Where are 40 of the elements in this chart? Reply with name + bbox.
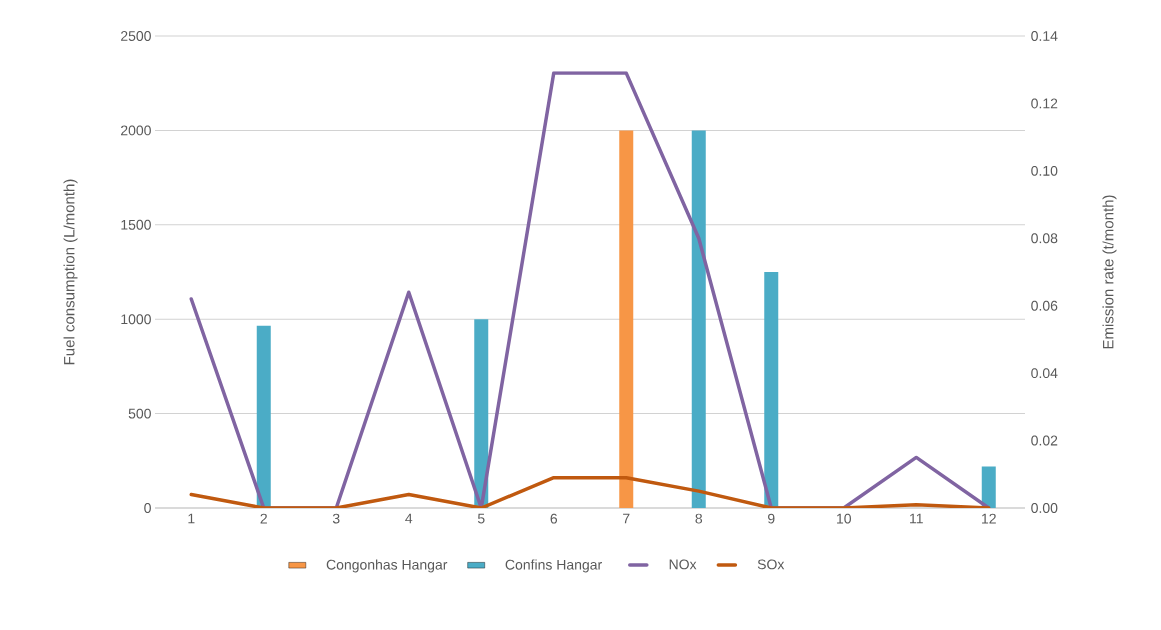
x-tick-label: 6 [550,513,558,524]
x-tick-label: 7 [623,513,630,524]
legend-label: Confins Hangar [505,559,602,573]
y2-tick-label: 0.08 [1031,233,1058,244]
line-series [189,71,991,508]
y-tick-label: 1000 [121,314,151,325]
bar [764,272,779,508]
y-tick-label: 2500 [121,31,151,41]
y2-tick-label: 0.04 [1031,368,1058,379]
x-tick-label: 9 [768,513,775,524]
x-tick-label: 4 [405,513,413,524]
x-tick-label: 8 [695,513,703,524]
y-tick-label: 0 [144,503,151,513]
x-tick-label: 11 [910,513,923,524]
line-series [189,475,991,508]
bar [474,319,489,508]
y-tick-label: 1500 [121,219,151,230]
y-axis-title: Fuel consumption (L/month) [63,179,78,365]
y2-tick-label: 0.14 [1031,31,1058,41]
y-tick-label: 2000 [121,125,151,136]
x-tick-label: 10 [837,513,851,524]
y2-axis-title: Emission rate (t/month) [1102,195,1117,349]
x-tick-label: 5 [477,513,485,524]
y2-tick-label: 0.06 [1031,300,1058,311]
bar [691,130,706,508]
legend-label: SOx [757,559,785,570]
x-tick-label: 12 [982,513,996,524]
bar [981,466,996,508]
x-tick-label: 2 [260,513,267,524]
y2-tick-label: 0.00 [1031,503,1058,513]
x-tick-label: 3 [332,513,340,524]
bar [256,325,271,508]
y-tick-label: 500 [128,408,151,419]
bar [619,130,634,508]
y2-tick-label: 0.02 [1031,435,1058,446]
x-tick-label: 1 [188,513,195,524]
y2-tick-label: 0.10 [1031,165,1058,176]
legend-label: NOx [669,559,697,570]
legend-label: Congonhas Hangar [326,559,448,573]
y2-tick-label: 0.12 [1031,98,1058,109]
